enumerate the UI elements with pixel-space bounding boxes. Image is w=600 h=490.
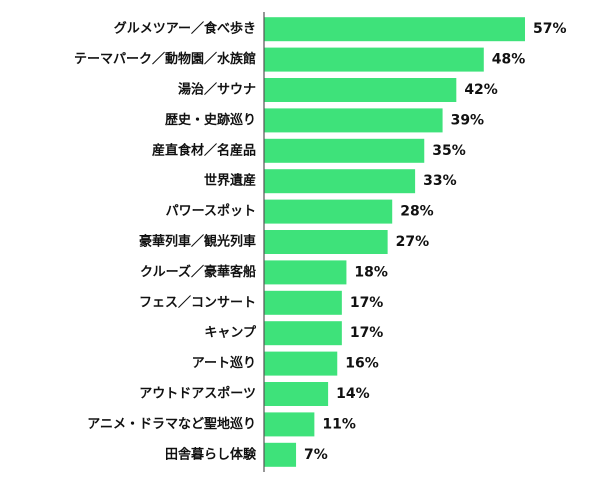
bar-10 [264, 321, 342, 346]
category-label-5: 世界遺産 [204, 173, 256, 189]
category-label-8: クルーズ／豪華客船 [140, 264, 256, 280]
bar-1 [264, 47, 484, 72]
value-label-7: 27% [396, 234, 430, 250]
category-label-1: テーマパーク／動物園／水族館 [74, 51, 256, 67]
value-label-0: 57% [533, 21, 567, 37]
bar-8 [264, 260, 347, 285]
value-label-3: 39% [451, 112, 485, 128]
value-label-12: 14% [336, 386, 370, 402]
category-label-11: アート巡り [192, 355, 256, 371]
bar-3 [264, 108, 443, 133]
value-label-14: 7% [304, 447, 328, 463]
value-label-2: 42% [464, 82, 498, 98]
bar-14 [264, 442, 297, 467]
bar-6 [264, 199, 393, 224]
category-labels-group: グルメツアー／食べ歩きテーマパーク／動物園／水族館湯治／サウナ歴史・史跡巡り産直… [74, 21, 257, 463]
value-label-1: 48% [492, 52, 526, 68]
category-label-6: パワースポット [166, 203, 256, 219]
value-label-10: 17% [350, 325, 384, 341]
bar-4 [264, 138, 425, 163]
category-label-12: アウトドアスポーツ [139, 386, 256, 402]
category-label-7: 豪華列車／観光列車 [139, 234, 256, 250]
bars-group [264, 17, 525, 467]
value-labels-group: 57% 48% 42% 39% 35% 33% 28% 27% 18% 17% 17% 16% 14% 1… [304, 21, 566, 463]
bar-12 [264, 382, 329, 406]
value-label-6: 28% [400, 204, 434, 220]
bar-5 [264, 169, 416, 194]
value-label-11: 16% [345, 356, 379, 372]
value-label-4: 35% [432, 143, 466, 159]
bar-0 [264, 17, 525, 42]
bar-11 [264, 351, 338, 376]
value-label-13: 11% [322, 416, 356, 432]
bar-13 [264, 412, 315, 437]
category-label-10: キャンプ [204, 326, 257, 341]
bar-7 [264, 230, 388, 254]
category-label-3: 歴史・史跡巡り [165, 112, 256, 128]
value-label-8: 18% [354, 264, 388, 280]
category-label-14: 田舎暮らし体験 [165, 446, 257, 462]
category-label-0: グルメツアー／食べ歩き [114, 21, 256, 37]
category-label-9: フェス／コンサート [139, 294, 256, 310]
bar-9 [264, 290, 342, 315]
value-label-9: 17% [350, 295, 384, 311]
bar-2 [264, 78, 457, 102]
value-label-5: 33% [423, 173, 457, 189]
category-label-13: アニメ・ドラマなど聖地巡り [87, 416, 256, 432]
category-label-2: 湯治／サウナ [178, 82, 256, 98]
category-label-4: 産直食材／名産品 [152, 142, 256, 158]
